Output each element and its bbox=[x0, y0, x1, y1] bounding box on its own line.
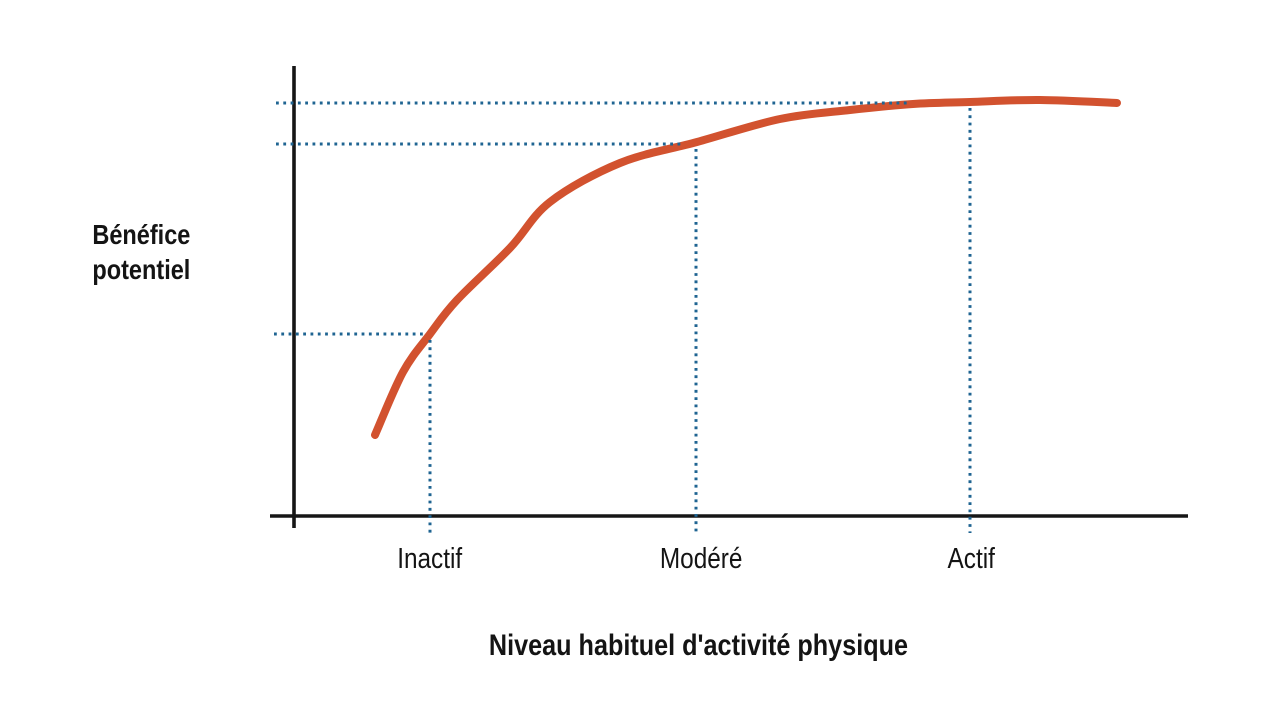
benefit-curve bbox=[371, 95, 1121, 439]
